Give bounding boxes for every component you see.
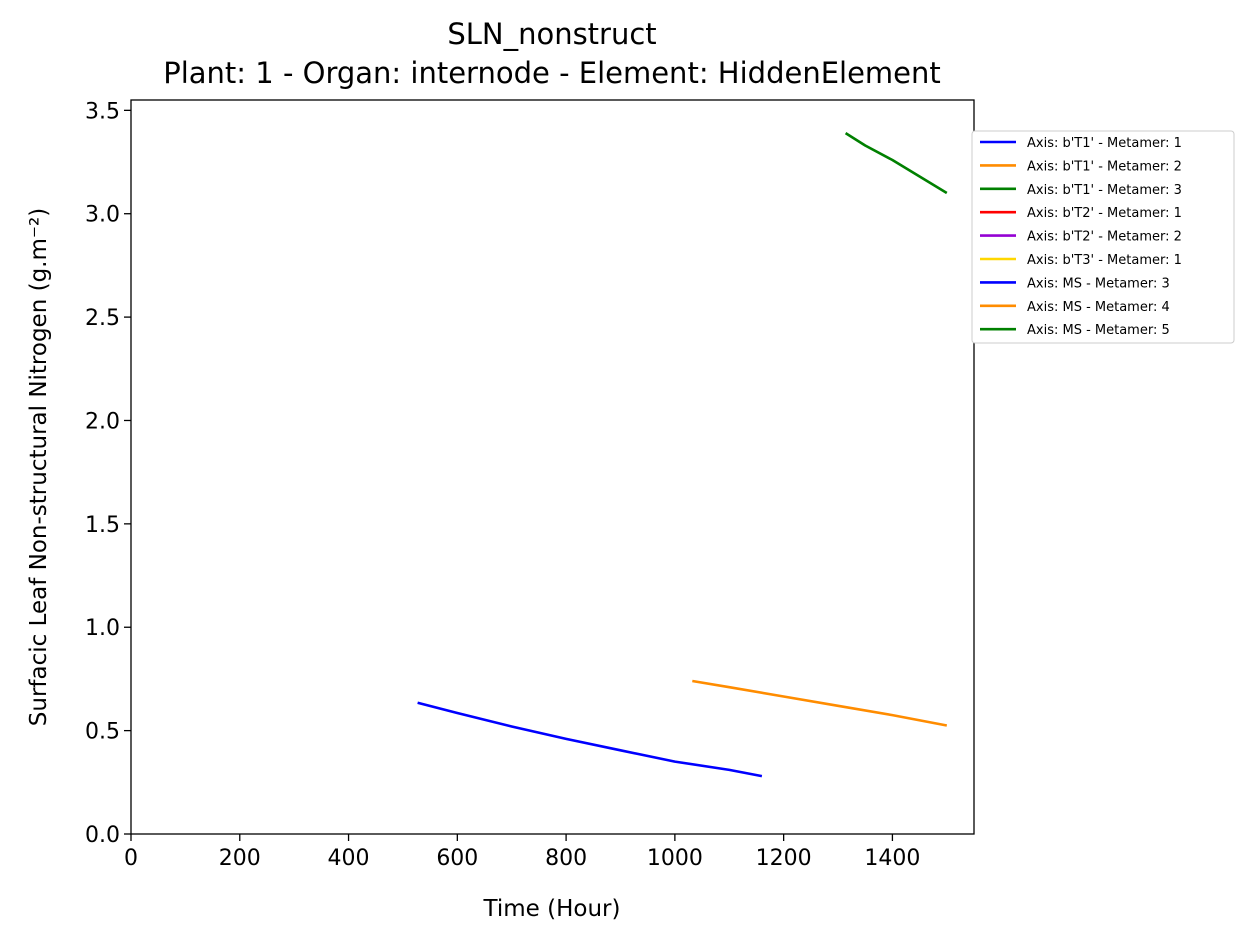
y-tick-label: 0.5 — [85, 720, 120, 745]
y-tick-label: 2.5 — [85, 306, 120, 331]
plot-area-frame — [130, 99, 975, 835]
y-axis-ticks: 0.0 0.5 1.0 1.5 2.0 2.5 3.0 3.5 — [85, 99, 131, 848]
legend-label: Axis: MS - Metamer: 4 — [1027, 300, 1170, 315]
y-tick-label: 3.5 — [85, 99, 120, 124]
chart-title: SLN_nonstruct — [447, 17, 656, 51]
x-tick-label: 800 — [545, 846, 587, 871]
legend-label: Axis: b'T2' - Metamer: 1 — [1027, 206, 1182, 221]
x-axis-ticks: 0 200 400 600 800 1000 1200 1400 — [124, 834, 920, 871]
y-tick-label: 2.0 — [85, 409, 120, 434]
legend-label: Axis: MS - Metamer: 5 — [1027, 323, 1170, 338]
legend-label: Axis: b'T3' - Metamer: 1 — [1027, 253, 1182, 268]
y-axis-label: Surfacic Leaf Non-structural Nitrogen (g… — [26, 208, 52, 726]
chart-subtitle: Plant: 1 - Organ: internode - Element: H… — [163, 56, 941, 90]
plot-lines — [417, 132, 948, 778]
x-tick-label: 600 — [436, 846, 478, 871]
y-tick-label: 3.0 — [85, 203, 120, 228]
y-tick-label: 0.0 — [85, 823, 120, 848]
series-line-2 — [692, 679, 948, 727]
legend-label: Axis: MS - Metamer: 3 — [1027, 276, 1170, 291]
series-line-3 — [844, 132, 948, 195]
legend-box — [971, 130, 1235, 344]
legend-label: Axis: b'T1' - Metamer: 2 — [1027, 159, 1182, 174]
x-tick-label: 1000 — [647, 846, 703, 871]
y-tick-label: 1.0 — [85, 616, 120, 641]
legend: Axis: b'T1' - Metamer: 1 Axis: b'T1' - Me… — [971, 130, 1235, 344]
x-tick-label: 0 — [124, 846, 138, 871]
legend-label: Axis: b'T1' - Metamer: 1 — [1027, 136, 1182, 151]
legend-label: Axis: b'T1' - Metamer: 3 — [1027, 183, 1182, 198]
x-tick-label: 200 — [219, 846, 261, 871]
x-axis-label: Time (Hour) — [483, 896, 621, 922]
series-line-1 — [417, 701, 763, 778]
x-tick-label: 400 — [328, 846, 370, 871]
x-tick-label: 1200 — [756, 846, 812, 871]
y-tick-label: 1.5 — [85, 513, 120, 538]
x-tick-label: 1400 — [864, 846, 920, 871]
legend-label: Axis: b'T2' - Metamer: 2 — [1027, 230, 1182, 245]
